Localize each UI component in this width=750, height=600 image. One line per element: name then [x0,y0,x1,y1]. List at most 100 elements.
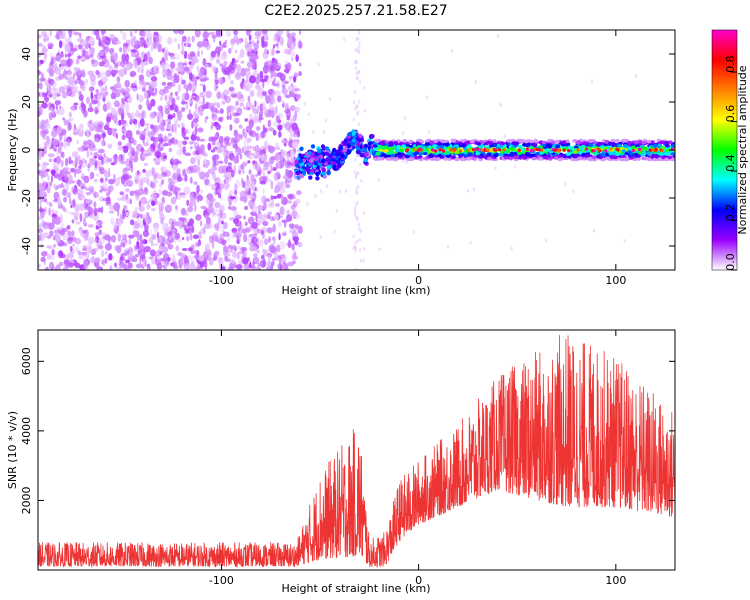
noise-blob [164,94,168,101]
speckle [474,80,477,84]
band-blob [388,141,394,146]
noise-blob [51,127,57,131]
noise-blob [236,234,239,242]
noise-blob [297,40,303,49]
band-blob [479,144,485,148]
noise-blob [172,165,178,172]
noise-blob [246,50,250,57]
noise-blob [237,169,242,175]
noise-blob [195,214,202,221]
noise-blob [42,180,47,187]
noise-blob [258,267,261,270]
noise-blob [65,64,71,68]
band-blob [454,157,460,162]
noise-blob [132,210,138,219]
noise-blob [248,169,252,175]
noise-blob [138,181,144,190]
noise-blob [254,36,261,40]
noise-blob [272,57,275,63]
noise-blob [77,55,82,60]
noise-blob [68,76,75,86]
noise-blob [176,238,182,243]
band-blob [531,156,537,161]
noise-blob [230,258,236,265]
snr-y-axis-label: SNR (10 * v/v) [6,411,19,489]
noise-blob [245,43,253,52]
noise-blob [93,207,98,217]
noise-blob [177,251,183,257]
noise-blob [87,236,95,245]
noise-blob [281,232,287,237]
noise-blob [121,145,129,149]
noise-blob [246,126,249,131]
band-blob [445,154,451,158]
noise-blob [234,151,239,155]
noise-blob [136,56,142,64]
noise-blob [218,135,224,145]
noise-blob [80,101,85,109]
noise-blob [63,83,67,90]
noise-blob [188,247,193,252]
noise-blob [196,197,200,203]
band-peak [553,148,557,152]
noise-blob [73,85,79,94]
speckle [357,30,361,35]
noise-blob [129,30,133,38]
noise-blob [247,216,255,225]
noise-blob [68,49,71,55]
speckle [317,62,320,67]
noise-blob [221,165,228,173]
noise-blob [238,38,242,45]
noise-blob [214,71,218,80]
noise-blob [96,241,103,249]
noise-blob [167,132,172,137]
noise-blob [260,230,263,236]
noise-blob [250,236,258,245]
band-blob [372,144,378,148]
spectrogram-heatmap [38,30,675,270]
band-blob [478,157,483,162]
noise-blob [138,94,144,103]
noise-blob [285,214,293,222]
noise-blob [190,250,195,255]
band-blob [402,139,407,143]
noise-blob [94,152,99,156]
noise-blob [151,128,156,137]
speckle [362,258,365,263]
noise-blob [150,98,156,107]
noise-blob [85,199,92,204]
noise-blob [133,120,138,125]
noise-blob [221,64,227,72]
noise-blob [204,171,210,179]
noise-blob [177,83,182,93]
noise-blob [155,151,162,159]
noise-blob [153,137,159,142]
noise-blob [282,175,289,180]
noise-blob [56,126,63,134]
noise-blob [291,210,298,218]
noise-blob [46,245,53,249]
noise-blob [272,236,276,241]
band-blob [432,156,437,161]
noise-blob [260,229,264,235]
noise-blob [213,223,220,229]
onset-blob [334,155,339,160]
noise-blob [139,244,146,249]
x-tick-label: 100 [605,574,626,587]
noise-blob [229,113,232,121]
onset-blob [332,147,337,153]
noise-blob [243,233,248,243]
speckle [319,235,322,240]
noise-blob [127,262,133,269]
noise-blob [248,34,252,41]
noise-blob [39,59,44,64]
noise-blob [107,127,113,136]
noise-blob [161,81,167,86]
noise-blob [287,194,294,200]
noise-blob [270,199,275,208]
noise-blob [95,33,100,41]
noise-blob [72,160,79,168]
noise-blob [69,245,73,253]
noise-blob [183,186,191,195]
noise-blob [58,73,64,80]
